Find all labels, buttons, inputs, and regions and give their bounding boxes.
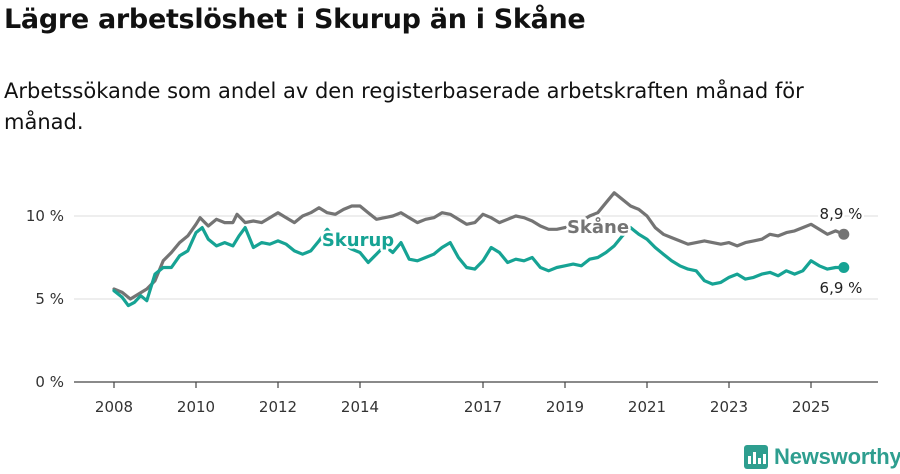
- x-tick-label: 2019: [546, 398, 584, 416]
- y-tick-label: 0 %: [35, 373, 64, 391]
- newsworthy-logo-icon: [744, 445, 768, 469]
- series-label-skurup-halo: Skurup: [322, 230, 394, 251]
- newsworthy-logo[interactable]: Newsworthy: [744, 443, 900, 471]
- chart-title: Lägre arbetslöshet i Skurup än i Skåne: [4, 4, 586, 35]
- x-tick-label: 2023: [710, 398, 748, 416]
- y-tick-label: 10 %: [26, 207, 64, 225]
- x-tick-label: 2021: [628, 398, 666, 416]
- end-point-skurup: [838, 261, 850, 273]
- series-label-skurup: Skurup: [322, 230, 394, 251]
- axis-layer: 0 % 5 % 10 % 2008 2010 2012 2014 2017 2019 2021 20…: [26, 207, 878, 416]
- series-layer: [112, 191, 850, 308]
- x-tick-label: 2017: [464, 398, 502, 416]
- end-label-skurup: 6,9 %: [820, 279, 863, 297]
- end-point-skane: [838, 228, 850, 240]
- x-tick-label: 2010: [177, 398, 215, 416]
- y-tick-label: 5 %: [35, 290, 64, 308]
- chart-subtitle: Arbetssökande som andel av den registerb…: [4, 79, 804, 134]
- x-tick-label: 2014: [341, 398, 379, 416]
- series-label-skane: Skåne: [567, 216, 629, 238]
- end-label-skane: 8,9 %: [820, 205, 863, 223]
- end-label-skurup-halo: 6,9 %: [820, 279, 863, 297]
- series-line-skurup: [112, 226, 846, 308]
- series-line-skane: [112, 191, 846, 301]
- series-label-skane-halo: Skåne: [567, 216, 629, 238]
- x-tick-label: 2008: [95, 398, 133, 416]
- x-tick-label: 2012: [259, 398, 297, 416]
- x-tick-label: 2025: [792, 398, 830, 416]
- end-label-skane-halo: 8,9 %: [820, 205, 863, 223]
- grid-layer: [74, 215, 878, 300]
- brand-name: Newsworthy: [774, 444, 900, 469]
